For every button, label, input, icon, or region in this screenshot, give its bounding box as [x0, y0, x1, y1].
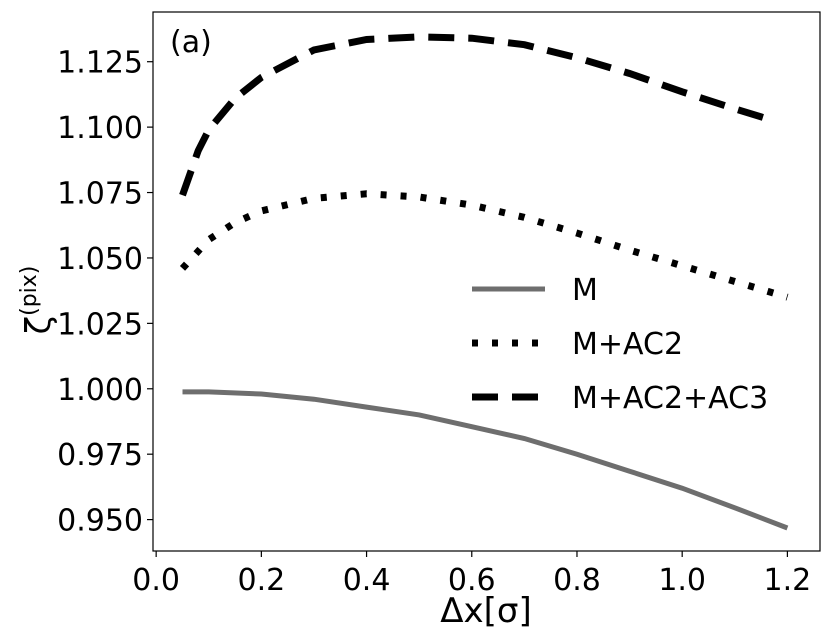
x-tick-label: 0.0	[132, 563, 180, 598]
legend: M M+AC2 M+AC2+AC3	[472, 273, 768, 416]
series-line-m-ac2	[179, 190, 789, 301]
y-tick-label: 1.100	[57, 111, 143, 146]
series-line-m	[182, 389, 789, 531]
x-tick-label: 1.2	[764, 563, 812, 598]
series-line-m-ac2-ac3	[179, 33, 771, 197]
x-tick-label: 0.4	[343, 563, 391, 598]
x-tick-label: 1.0	[658, 563, 706, 598]
y-axis-label-main: ζ	[19, 316, 59, 335]
legend-label: M+AC2	[572, 327, 683, 362]
y-tick-label: 1.000	[57, 373, 143, 408]
y-axis: 0.950 0.975 1.000 1.025 1.050 1.075 1.100 1.125	[57, 46, 153, 539]
legend-label: M+AC2+AC3	[572, 381, 768, 416]
x-tick-label: 0.8	[553, 563, 601, 598]
y-axis-label-superscript: (pix)	[17, 266, 42, 316]
y-tick-label: 1.125	[57, 46, 143, 81]
legend-label: M	[572, 273, 598, 308]
panel-label: (a)	[170, 25, 212, 60]
plot-frame	[152, 11, 821, 552]
x-axis: 0.0 0.2 0.4 0.6 0.8 1.0 1.2	[132, 551, 811, 598]
y-tick-label: 0.975	[57, 438, 143, 473]
y-tick-label: 1.050	[57, 242, 143, 277]
y-tick-label: 0.950	[57, 504, 143, 539]
x-tick-label: 0.6	[448, 563, 496, 598]
y-axis-label: ζ(pix)	[17, 266, 59, 335]
x-axis-label: Δx[σ]	[440, 591, 531, 631]
y-tick-label: 1.025	[57, 307, 143, 342]
x-tick-label: 0.2	[238, 563, 286, 598]
series-layer	[179, 33, 789, 531]
y-tick-label: 1.075	[57, 177, 143, 212]
